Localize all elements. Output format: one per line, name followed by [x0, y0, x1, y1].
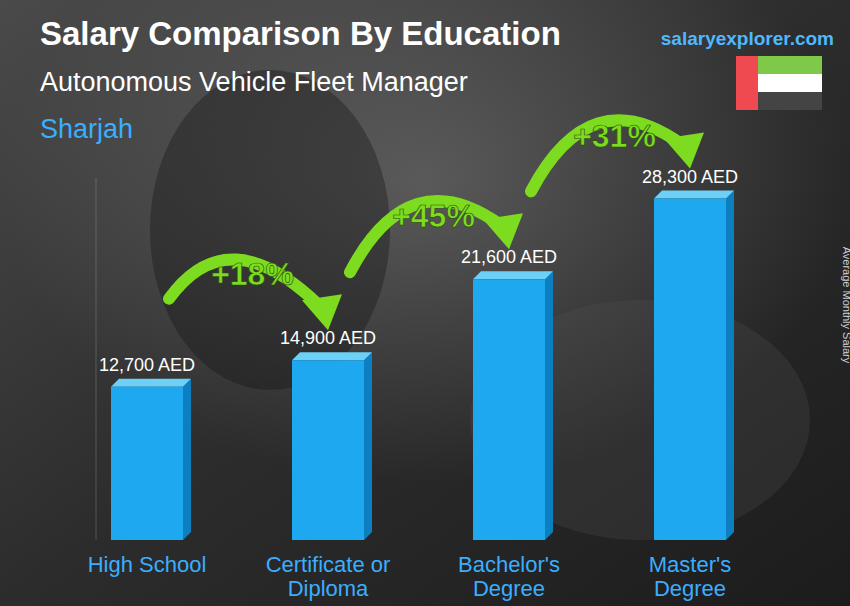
- category-label-line: Degree: [473, 576, 545, 601]
- category-label-line: Diploma: [288, 576, 369, 601]
- background: [0, 0, 850, 606]
- bar-side: [183, 379, 191, 540]
- annotation-arrowhead: [664, 133, 704, 169]
- category-label-line: Bachelor's: [458, 552, 560, 577]
- bar-top: [292, 352, 372, 360]
- background-shape: [150, 70, 390, 390]
- category-label: Certificate orDiploma: [266, 552, 391, 601]
- chart: Salary Comparison By Education Autonomous…: [0, 0, 850, 606]
- title: Salary Comparison By Education: [40, 15, 561, 52]
- flag-white: [758, 74, 822, 92]
- subtitle: Autonomous Vehicle Fleet Manager: [40, 67, 468, 97]
- bar: [473, 279, 545, 540]
- bar: [654, 199, 726, 540]
- category-label-line: Certificate or: [266, 552, 391, 577]
- bar-side: [364, 352, 372, 540]
- category-label: Bachelor'sDegree: [458, 552, 560, 601]
- bar-top: [111, 379, 191, 387]
- y-axis-label: Average Monthly Salary: [841, 247, 850, 364]
- bar-top: [473, 271, 553, 279]
- annotation-arrowhead: [483, 213, 523, 249]
- category-label: High School: [88, 552, 207, 577]
- bar: [292, 360, 364, 540]
- bar: [111, 387, 183, 540]
- location: Sharjah: [40, 114, 133, 144]
- y-axis-line: [96, 178, 97, 540]
- data-label: 12,700 AED: [99, 355, 195, 375]
- category-label: Master'sDegree: [649, 552, 731, 601]
- flag-green: [758, 56, 822, 74]
- category-label-line: Degree: [654, 576, 726, 601]
- data-label: 21,600 AED: [461, 247, 557, 267]
- source: salaryexplorer.com: [661, 28, 834, 49]
- annotation: +45%: [392, 198, 475, 234]
- category-label-line: High School: [88, 552, 207, 577]
- annotation: +18%: [211, 256, 294, 292]
- category-label-line: Master's: [649, 552, 731, 577]
- flag-red: [736, 56, 758, 110]
- background-glow: [0, 0, 850, 606]
- data-label: 14,900 AED: [280, 328, 376, 348]
- bars: [111, 191, 734, 540]
- bar-side: [726, 191, 734, 540]
- annotation: +31%: [573, 118, 656, 154]
- bar-top: [654, 191, 734, 199]
- bar-side: [545, 271, 553, 540]
- annotation-arrowhead: [302, 294, 342, 330]
- flag-black: [758, 92, 822, 110]
- data-label: 28,300 AED: [642, 167, 738, 187]
